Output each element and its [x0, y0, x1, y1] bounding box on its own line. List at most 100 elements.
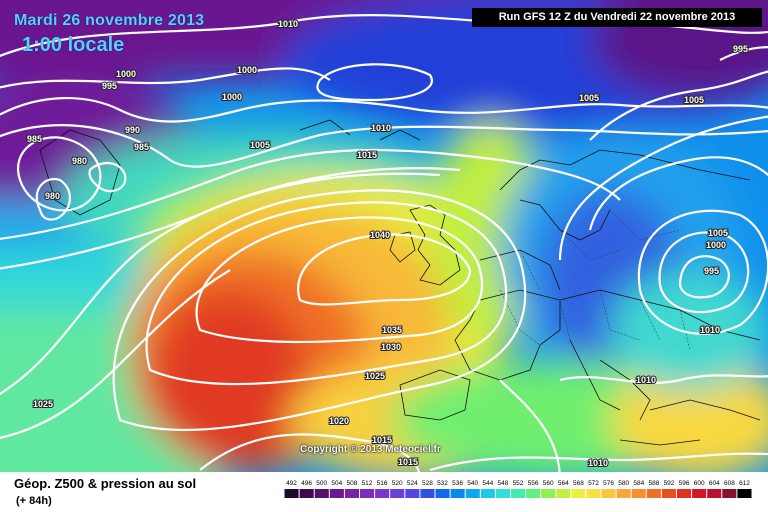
- scale-tick-label: 568: [573, 480, 584, 487]
- scale-swatch: [722, 489, 737, 498]
- forecast-date: Mardi 26 novembre 2013: [14, 12, 205, 29]
- isobar-label: 1015: [398, 457, 418, 467]
- isobar-label: 1000: [237, 65, 257, 75]
- scale-tick-label: 576: [603, 480, 614, 487]
- isobar-label: 1010: [700, 325, 720, 335]
- scale-tick-label: 552: [513, 480, 524, 487]
- scale-swatch: [344, 489, 359, 498]
- scale-swatch: [284, 489, 299, 498]
- scale-tick-label: 572: [588, 480, 599, 487]
- scale-tick-label: 560: [543, 480, 554, 487]
- borders: [499, 199, 691, 351]
- weather-map-canvas: 1010 1000 1000 995 1000 990 985 985 980 …: [0, 0, 768, 472]
- scale-tick-label: 532: [437, 480, 448, 487]
- scale-tick-label: 528: [422, 480, 433, 487]
- scale-swatch: [511, 489, 526, 498]
- isobar-label: 985: [134, 142, 149, 152]
- isobar-label: 1005: [708, 228, 728, 238]
- copyright: Copyright © 2013 Meteociel.fr: [300, 444, 441, 455]
- scale-tick-label: 580: [618, 480, 629, 487]
- isobar-label: 1000: [116, 69, 136, 79]
- scale-tick-label: 588: [648, 480, 659, 487]
- scale-tick-label: 504: [331, 480, 342, 487]
- scale-tick-label: 584: [633, 480, 644, 487]
- scale-swatch: [375, 489, 390, 498]
- scale-tick-label: 512: [362, 480, 373, 487]
- scale-tick-label: 612: [739, 480, 750, 487]
- scale-swatch: [390, 489, 405, 498]
- scale-swatch: [646, 489, 661, 498]
- forecast-range: (+ 84h): [16, 495, 52, 507]
- scale-tick-label: 492: [286, 480, 297, 487]
- scale-swatch: [586, 489, 601, 498]
- footer-bar: Géop. Z500 & pression au sol (+ 84h) 492…: [0, 472, 768, 512]
- weather-map: 1010 1000 1000 995 1000 990 985 985 980 …: [0, 0, 768, 472]
- isobar-label: 1010: [588, 458, 608, 468]
- scale-tick-label: 548: [497, 480, 508, 487]
- scale-swatch: [677, 489, 692, 498]
- scale-tick-label: 536: [452, 480, 463, 487]
- scale-swatch: [526, 489, 541, 498]
- scale-swatch: [495, 489, 510, 498]
- isobar-label: 1025: [365, 371, 385, 381]
- isobar-labels: 1010 1000 1000 995 1000 990 985 985 980 …: [26, 18, 749, 469]
- isobar-label: 1005: [579, 93, 599, 103]
- scale-tick-label: 596: [679, 480, 690, 487]
- isobar-label: 1015: [372, 435, 392, 445]
- run-info: Run GFS 12 Z du Vendredi 22 novembre 201…: [472, 8, 762, 27]
- scale-tick-label: 516: [377, 480, 388, 487]
- scale-swatch: [616, 489, 631, 498]
- scale-tick-label: 496: [301, 480, 312, 487]
- scale-tick-label: 520: [392, 480, 403, 487]
- scale-swatch: [314, 489, 329, 498]
- scale-tick-label: 600: [694, 480, 705, 487]
- isobar-label: 1040: [370, 230, 390, 240]
- map-title: Géop. Z500 & pression au sol: [14, 476, 197, 491]
- scale-swatch: [661, 489, 676, 498]
- scale-swatch: [299, 489, 314, 498]
- isobar-label: 1035: [382, 325, 402, 335]
- scale-swatch: [405, 489, 420, 498]
- isobar-label: 1010: [636, 375, 656, 385]
- scale-tick-label: 524: [407, 480, 418, 487]
- isobar-label: 1000: [222, 92, 242, 102]
- isobar-label: 990: [125, 125, 140, 135]
- scale-tick-label: 544: [482, 480, 493, 487]
- isobar-label: 1025: [33, 399, 53, 409]
- isobar-label: 1005: [684, 95, 704, 105]
- scale-swatch: [541, 489, 556, 498]
- scale-swatch: [631, 489, 646, 498]
- scale-swatch: [601, 489, 616, 498]
- isobar-label: 995: [733, 44, 748, 54]
- isobar-label: 1015: [357, 150, 377, 160]
- scale-tick-label: 508: [346, 480, 357, 487]
- isobar-label: 1030: [381, 342, 401, 352]
- scale-swatch: [465, 489, 480, 498]
- scale-tick-label: 608: [724, 480, 735, 487]
- scale-tick-label: 556: [528, 480, 539, 487]
- scale-swatch: [571, 489, 586, 498]
- scale-swatch: [420, 489, 435, 498]
- isobar-label: 1010: [371, 123, 391, 133]
- isobar-label: 985: [27, 134, 42, 144]
- color-scale: 492 496 500 504 508 512 516 520 524 528 532 536 540 5…: [284, 480, 752, 498]
- scale-swatch: [450, 489, 465, 498]
- scale-swatch: [692, 489, 707, 498]
- coastlines: [39, 119, 761, 446]
- isobar-label: 1000: [706, 240, 726, 250]
- scale-tick-label: 540: [467, 480, 478, 487]
- isobars: [0, 14, 768, 472]
- scale-swatch: [707, 489, 722, 498]
- scale-swatch: [480, 489, 495, 498]
- isobar-label: 980: [45, 191, 60, 201]
- scale-swatch: [556, 489, 571, 498]
- isobar-label: 1010: [278, 19, 298, 29]
- scale-swatch: [329, 489, 344, 498]
- scale-tick-label: 500: [316, 480, 327, 487]
- scale-tick-label: 604: [709, 480, 720, 487]
- isobar-label: 980: [72, 156, 87, 166]
- scale-swatch: [435, 489, 450, 498]
- isobar-label: 1020: [329, 416, 349, 426]
- isobar-label: 995: [102, 81, 117, 91]
- scale-swatch: [737, 489, 752, 498]
